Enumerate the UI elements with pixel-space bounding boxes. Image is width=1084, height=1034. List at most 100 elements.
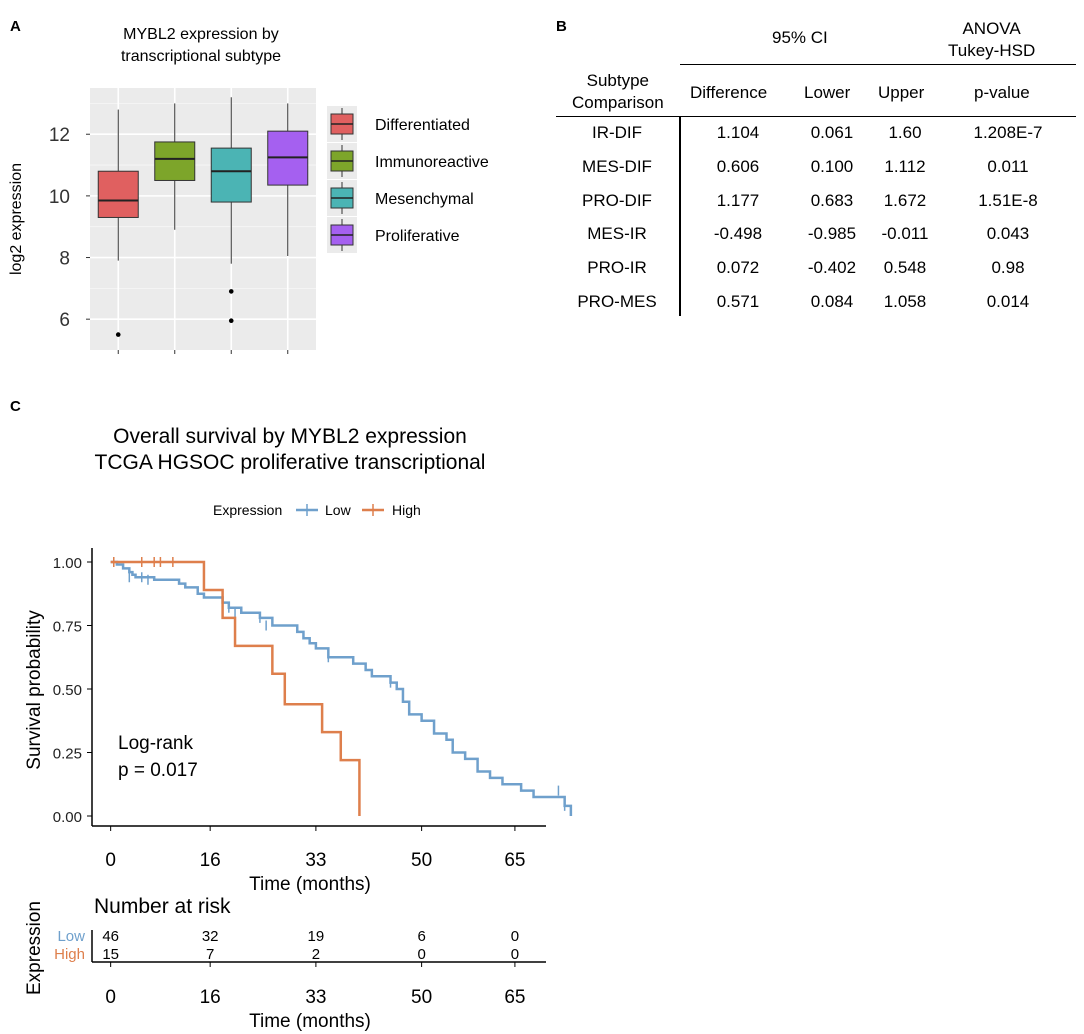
col-header-pvalue: p-value	[974, 83, 1030, 102]
x-tick-label: 33	[305, 850, 326, 871]
cell-comparison: PRO-DIF	[582, 190, 652, 210]
legend-label-proliferative: Proliferative	[375, 228, 460, 245]
panel-b-letter: B	[556, 18, 567, 35]
panel-c-title-line2: TCGA HGSOC proliferative transcriptional	[94, 451, 486, 474]
y-axis-label: log2 expression	[8, 163, 25, 275]
cell-pvalue: 0.98	[991, 258, 1025, 278]
header-subtype-line1: Subtype	[586, 71, 650, 90]
box-immunoreactive	[154, 141, 196, 181]
header-anova-line1: ANOVA	[962, 19, 1021, 38]
x-tick-label: 50	[411, 850, 432, 871]
outlier-point	[228, 289, 234, 294]
cell-difference: 0.072	[716, 258, 760, 278]
cell-lower: -0.985	[807, 224, 857, 244]
risk-x-tick-label: 33	[305, 987, 326, 1008]
x-tick-label: 16	[200, 850, 221, 871]
risk-x-tick-label: 50	[411, 987, 432, 1008]
legend-label-mesenchymal: Mesenchymal	[375, 191, 474, 208]
outlier-point	[115, 332, 121, 337]
header-anova: ANOVA Tukey-HSD	[948, 18, 1035, 62]
cell-lower: -0.402	[807, 258, 857, 278]
cell-pvalue: 1.208E-7	[973, 123, 1043, 142]
risk-table-title: Number at risk	[94, 895, 231, 918]
cell-upper: 1.60	[888, 123, 922, 142]
cell-upper: 1.672	[883, 190, 927, 210]
cell-upper: 1.112	[884, 156, 926, 176]
cell-lower: 0.100	[810, 156, 854, 176]
legend-label-immunoreactive: Immunoreactive	[375, 154, 489, 171]
cell-comparison: PRO-MES	[577, 292, 657, 311]
risk-count-high: 15	[102, 946, 119, 963]
risk-count-low: 0	[511, 928, 519, 945]
cell-comparison: MES-DIF	[582, 156, 652, 176]
cell-difference: -0.498	[713, 224, 763, 244]
y-tick-label: 8	[59, 249, 70, 270]
y-tick-label: 12	[49, 125, 70, 146]
cell-difference: 0.606	[716, 156, 760, 176]
outlier-point	[228, 318, 234, 324]
cell-pvalue: 0.014	[986, 292, 1030, 311]
cell-upper: 1.058	[883, 292, 927, 311]
cell-pvalue: 0.011	[987, 156, 1029, 176]
table-vertical-rule	[679, 116, 681, 316]
panel-a-letter: A	[10, 18, 21, 35]
logrank-pvalue: p = 0.017	[118, 760, 198, 781]
y-tick-label: 0.00	[53, 809, 82, 826]
risk-label-high: High	[54, 946, 85, 963]
boxplot-chart: 6 8 10 12 log2 expression Differentiated Immun…	[8, 88, 489, 354]
y-tick-label: 10	[49, 187, 70, 208]
cell-comparison: IR-DIF	[591, 123, 643, 142]
box-mesenchymal	[210, 147, 252, 203]
logrank-label: Log-rank	[118, 733, 193, 754]
x-tick-label: 0	[105, 850, 116, 871]
box-differentiated	[97, 170, 139, 218]
risk-count-low: 32	[202, 928, 219, 945]
cell-comparison: MES-IR	[587, 224, 647, 244]
cell-difference: 1.104	[716, 123, 760, 142]
risk-count-high: 0	[417, 946, 425, 963]
tukey-table: 95% CI ANOVA Tukey-HSD Subtype Compariso…	[0, 0, 1084, 330]
legend-label-low: Low	[325, 502, 352, 518]
risk-x-tick-label: 0	[105, 987, 116, 1008]
header-subtype: Subtype Comparison	[572, 70, 664, 114]
legend-title: Expression	[213, 502, 282, 518]
risk-count-low: 19	[308, 928, 325, 945]
risk-y-label: Expression	[24, 901, 45, 995]
cell-difference: 1.177	[716, 190, 760, 210]
legend-label-high: High	[392, 502, 421, 518]
cell-upper: -0.011	[881, 224, 929, 244]
header-subtype-line2: Comparison	[572, 93, 664, 112]
panel-a-title: MYBL2 expression by transcriptional subt…	[96, 24, 306, 68]
cell-difference: 0.571	[716, 292, 760, 311]
risk-count-low: 46	[102, 928, 119, 945]
cell-lower: 0.084	[810, 292, 854, 311]
risk-x-axis-label: Time (months)	[249, 1011, 371, 1032]
y-tick-label: 6	[59, 310, 70, 331]
x-tick-label: 65	[504, 850, 525, 871]
cell-pvalue: 0.043	[986, 224, 1030, 244]
x-axis-label: Time (months)	[249, 874, 371, 895]
col-header-upper: Upper	[878, 83, 925, 102]
risk-count-low: 6	[417, 928, 425, 945]
y-tick-label: 0.75	[53, 619, 82, 636]
risk-count-high: 7	[206, 946, 214, 963]
panel-c-title: Overall survival by MYBL2 expression TCG…	[40, 424, 540, 476]
risk-x-tick-label: 65	[504, 987, 525, 1008]
cell-upper: 0.548	[883, 258, 927, 278]
survival-curve-low	[110, 560, 573, 816]
cell-lower: 0.061	[810, 123, 854, 142]
panel-c-letter: C	[10, 398, 21, 415]
header-rule-top	[680, 64, 1076, 65]
survival-curve-high	[110, 560, 361, 816]
y-axis-label: Survival probability	[24, 610, 45, 770]
risk-count-high: 2	[312, 946, 320, 963]
col-header-difference: Difference	[690, 83, 768, 102]
risk-label-low: Low	[57, 928, 85, 945]
header-rule-bottom	[556, 116, 1076, 117]
cell-comparison: PRO-IR	[587, 258, 647, 278]
header-anova-line2: Tukey-HSD	[948, 41, 1036, 60]
header-ci: 95% CI	[772, 28, 828, 47]
risk-x-tick-label: 16	[200, 987, 221, 1008]
y-tick-label: 0.25	[53, 746, 82, 763]
